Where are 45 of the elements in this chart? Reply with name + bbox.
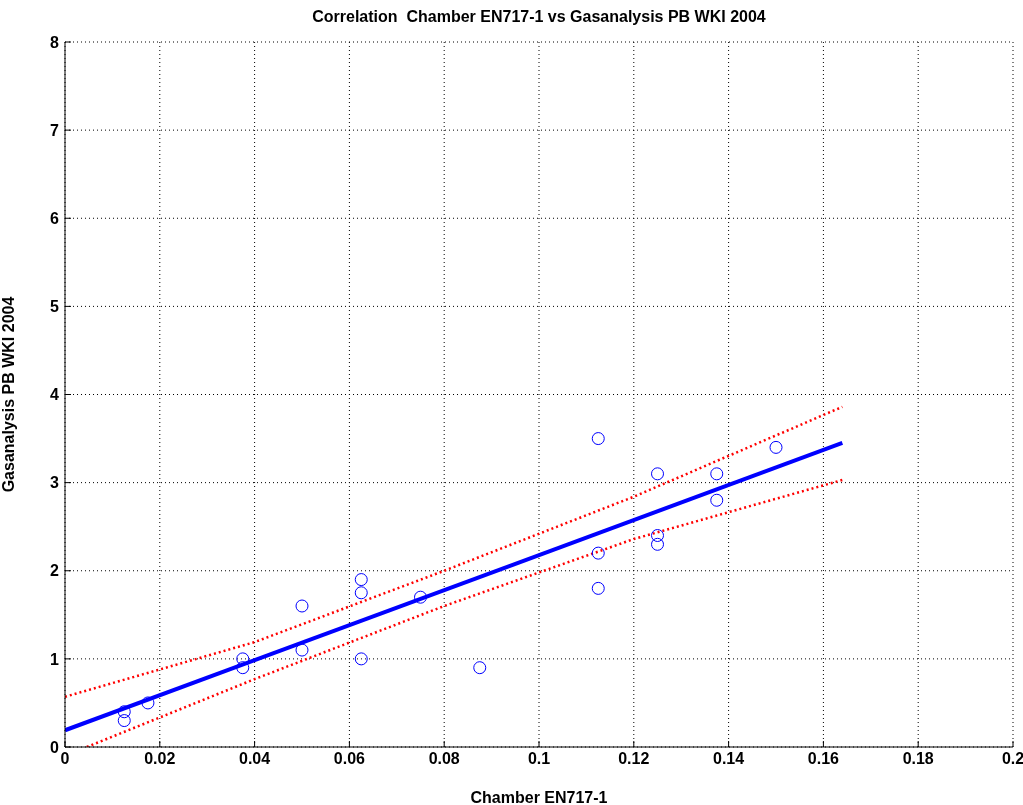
point — [117, 705, 131, 719]
x-tick-label: 0.2 — [1001, 750, 1023, 768]
x-tick-label: 0.18 — [902, 750, 934, 768]
point — [236, 661, 250, 675]
point — [769, 440, 783, 454]
line-series — [85, 478, 844, 747]
point — [354, 586, 368, 600]
x-tick-label: 0.14 — [713, 750, 745, 768]
x-tick-label: 0.08 — [428, 750, 460, 768]
y-tick-label: 7 — [50, 121, 60, 139]
point — [651, 529, 664, 542]
x-tick-label: 0.06 — [333, 750, 366, 768]
point — [710, 493, 724, 507]
chart-title: Correlation Chamber EN717-1 vs Gasanalysis PB WKI 2004 — [311, 8, 767, 26]
x-tick-label: 0.1 — [527, 750, 551, 768]
y-tick-label: 6 — [50, 209, 60, 227]
point — [710, 467, 724, 481]
point — [414, 590, 427, 604]
point — [651, 537, 664, 551]
line-series — [65, 405, 844, 699]
x-axis-title: Chamber EN717-1 — [470, 789, 608, 805]
point — [117, 714, 131, 728]
point — [236, 652, 250, 666]
point — [354, 573, 368, 587]
y-tick-label: 1 — [50, 650, 60, 668]
point — [295, 599, 309, 613]
x-tick-label: 0.04 — [239, 750, 271, 768]
y-tick-label: 3 — [50, 474, 60, 492]
x-tick-label: 0.16 — [807, 750, 840, 768]
y-tick-label: 0 — [50, 738, 60, 756]
point — [473, 661, 487, 675]
x-tick-label: 0.12 — [618, 750, 650, 768]
y-tick-label: 5 — [50, 298, 60, 316]
point — [141, 696, 155, 710]
x-tick-label: 0.02 — [144, 750, 176, 768]
point — [354, 652, 368, 666]
y-axis-title: Gasanalysis PB WKI 2004 — [0, 296, 17, 493]
point — [295, 643, 309, 657]
y-tick-label: 2 — [50, 562, 60, 580]
point — [651, 467, 664, 481]
y-tick-label: 4 — [50, 386, 60, 404]
point — [591, 432, 605, 446]
point — [591, 546, 605, 560]
point — [591, 581, 605, 595]
y-tick-label: 8 — [50, 33, 60, 51]
